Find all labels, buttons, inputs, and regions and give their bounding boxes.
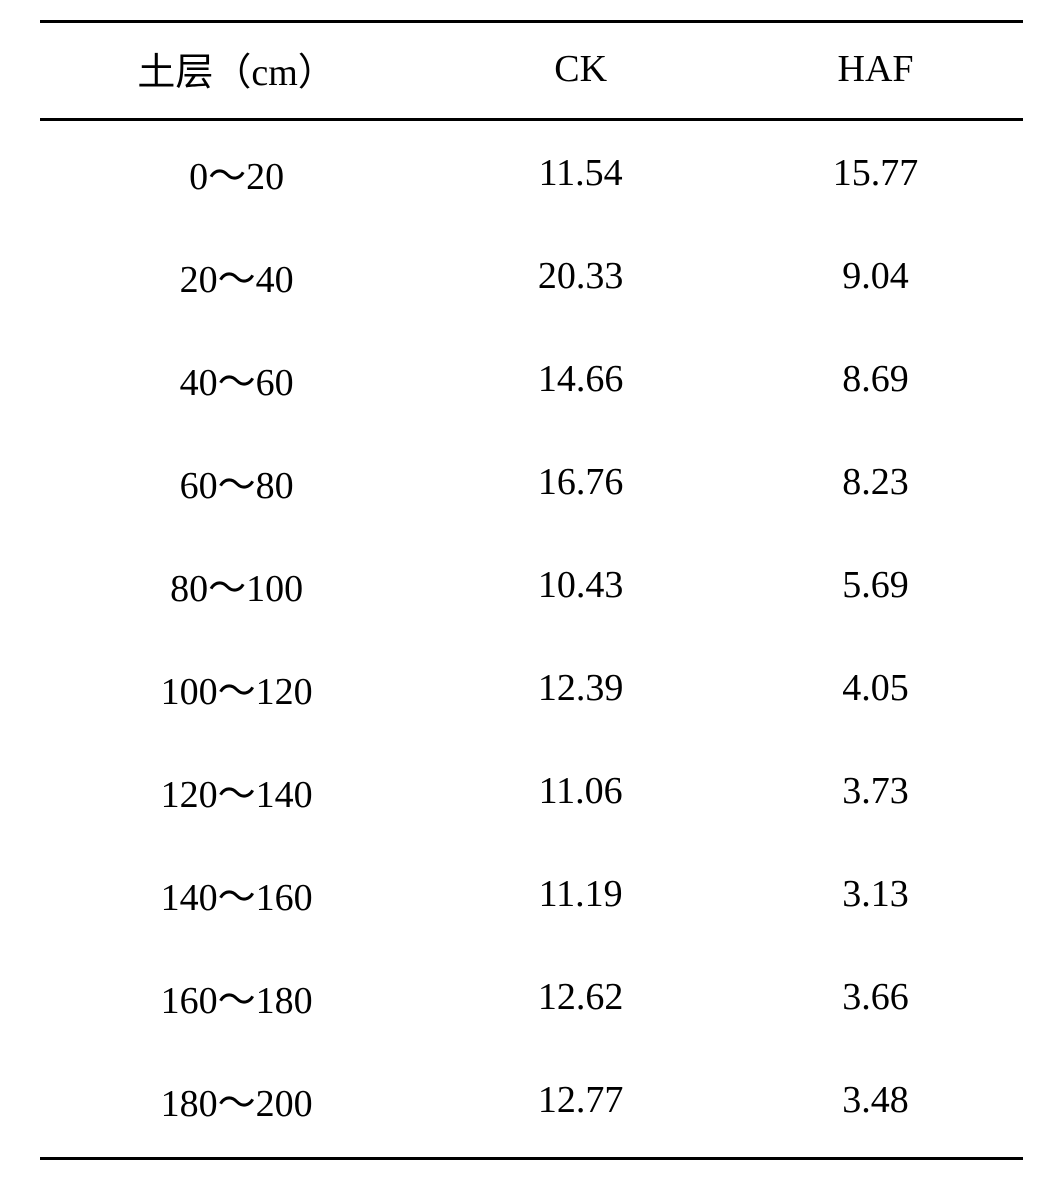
- cell-ck: 11.54: [433, 120, 728, 225]
- cell-ck: 12.39: [433, 636, 728, 739]
- table-row: 40～60 14.66 8.69: [40, 327, 1023, 430]
- table-row: 100～120 12.39 4.05: [40, 636, 1023, 739]
- cell-depth: 20～40: [40, 224, 433, 327]
- cell-haf: 4.05: [728, 636, 1023, 739]
- cell-ck: 10.43: [433, 533, 728, 636]
- cell-ck: 16.76: [433, 430, 728, 533]
- cell-depth: 100～120: [40, 636, 433, 739]
- table-row: 180～200 12.77 3.48: [40, 1048, 1023, 1159]
- cell-haf: 5.69: [728, 533, 1023, 636]
- cell-ck: 12.62: [433, 945, 728, 1048]
- table-row: 60～80 16.76 8.23: [40, 430, 1023, 533]
- cell-depth: 40～60: [40, 327, 433, 430]
- cell-depth: 60～80: [40, 430, 433, 533]
- cell-depth: 140～160: [40, 842, 433, 945]
- cell-haf: 9.04: [728, 224, 1023, 327]
- cell-depth: 80～100: [40, 533, 433, 636]
- cell-ck: 12.77: [433, 1048, 728, 1159]
- cell-haf: 3.66: [728, 945, 1023, 1048]
- col-header-depth: 土层（cm）: [40, 22, 433, 120]
- table-row: 80～100 10.43 5.69: [40, 533, 1023, 636]
- table-header: 土层（cm） CK HAF: [40, 22, 1023, 120]
- table-row: 120～140 11.06 3.73: [40, 739, 1023, 842]
- cell-depth: 160～180: [40, 945, 433, 1048]
- cell-depth: 180～200: [40, 1048, 433, 1159]
- header-row: 土层（cm） CK HAF: [40, 22, 1023, 120]
- cell-ck: 11.06: [433, 739, 728, 842]
- cell-haf: 8.23: [728, 430, 1023, 533]
- col-header-ck: CK: [433, 22, 728, 120]
- data-table: 土层（cm） CK HAF 0～20 11.54 15.77 20～40 20.…: [40, 20, 1023, 1160]
- table-body: 0～20 11.54 15.77 20～40 20.33 9.04 40～60 …: [40, 120, 1023, 1159]
- table-row: 0～20 11.54 15.77: [40, 120, 1023, 225]
- cell-haf: 3.73: [728, 739, 1023, 842]
- cell-ck: 20.33: [433, 224, 728, 327]
- table-row: 20～40 20.33 9.04: [40, 224, 1023, 327]
- cell-depth: 0～20: [40, 120, 433, 225]
- cell-haf: 3.48: [728, 1048, 1023, 1159]
- col-header-haf: HAF: [728, 22, 1023, 120]
- data-table-container: 土层（cm） CK HAF 0～20 11.54 15.77 20～40 20.…: [0, 0, 1063, 1200]
- cell-ck: 11.19: [433, 842, 728, 945]
- cell-haf: 8.69: [728, 327, 1023, 430]
- cell-haf: 15.77: [728, 120, 1023, 225]
- cell-haf: 3.13: [728, 842, 1023, 945]
- cell-depth: 120～140: [40, 739, 433, 842]
- table-row: 160～180 12.62 3.66: [40, 945, 1023, 1048]
- cell-ck: 14.66: [433, 327, 728, 430]
- table-row: 140～160 11.19 3.13: [40, 842, 1023, 945]
